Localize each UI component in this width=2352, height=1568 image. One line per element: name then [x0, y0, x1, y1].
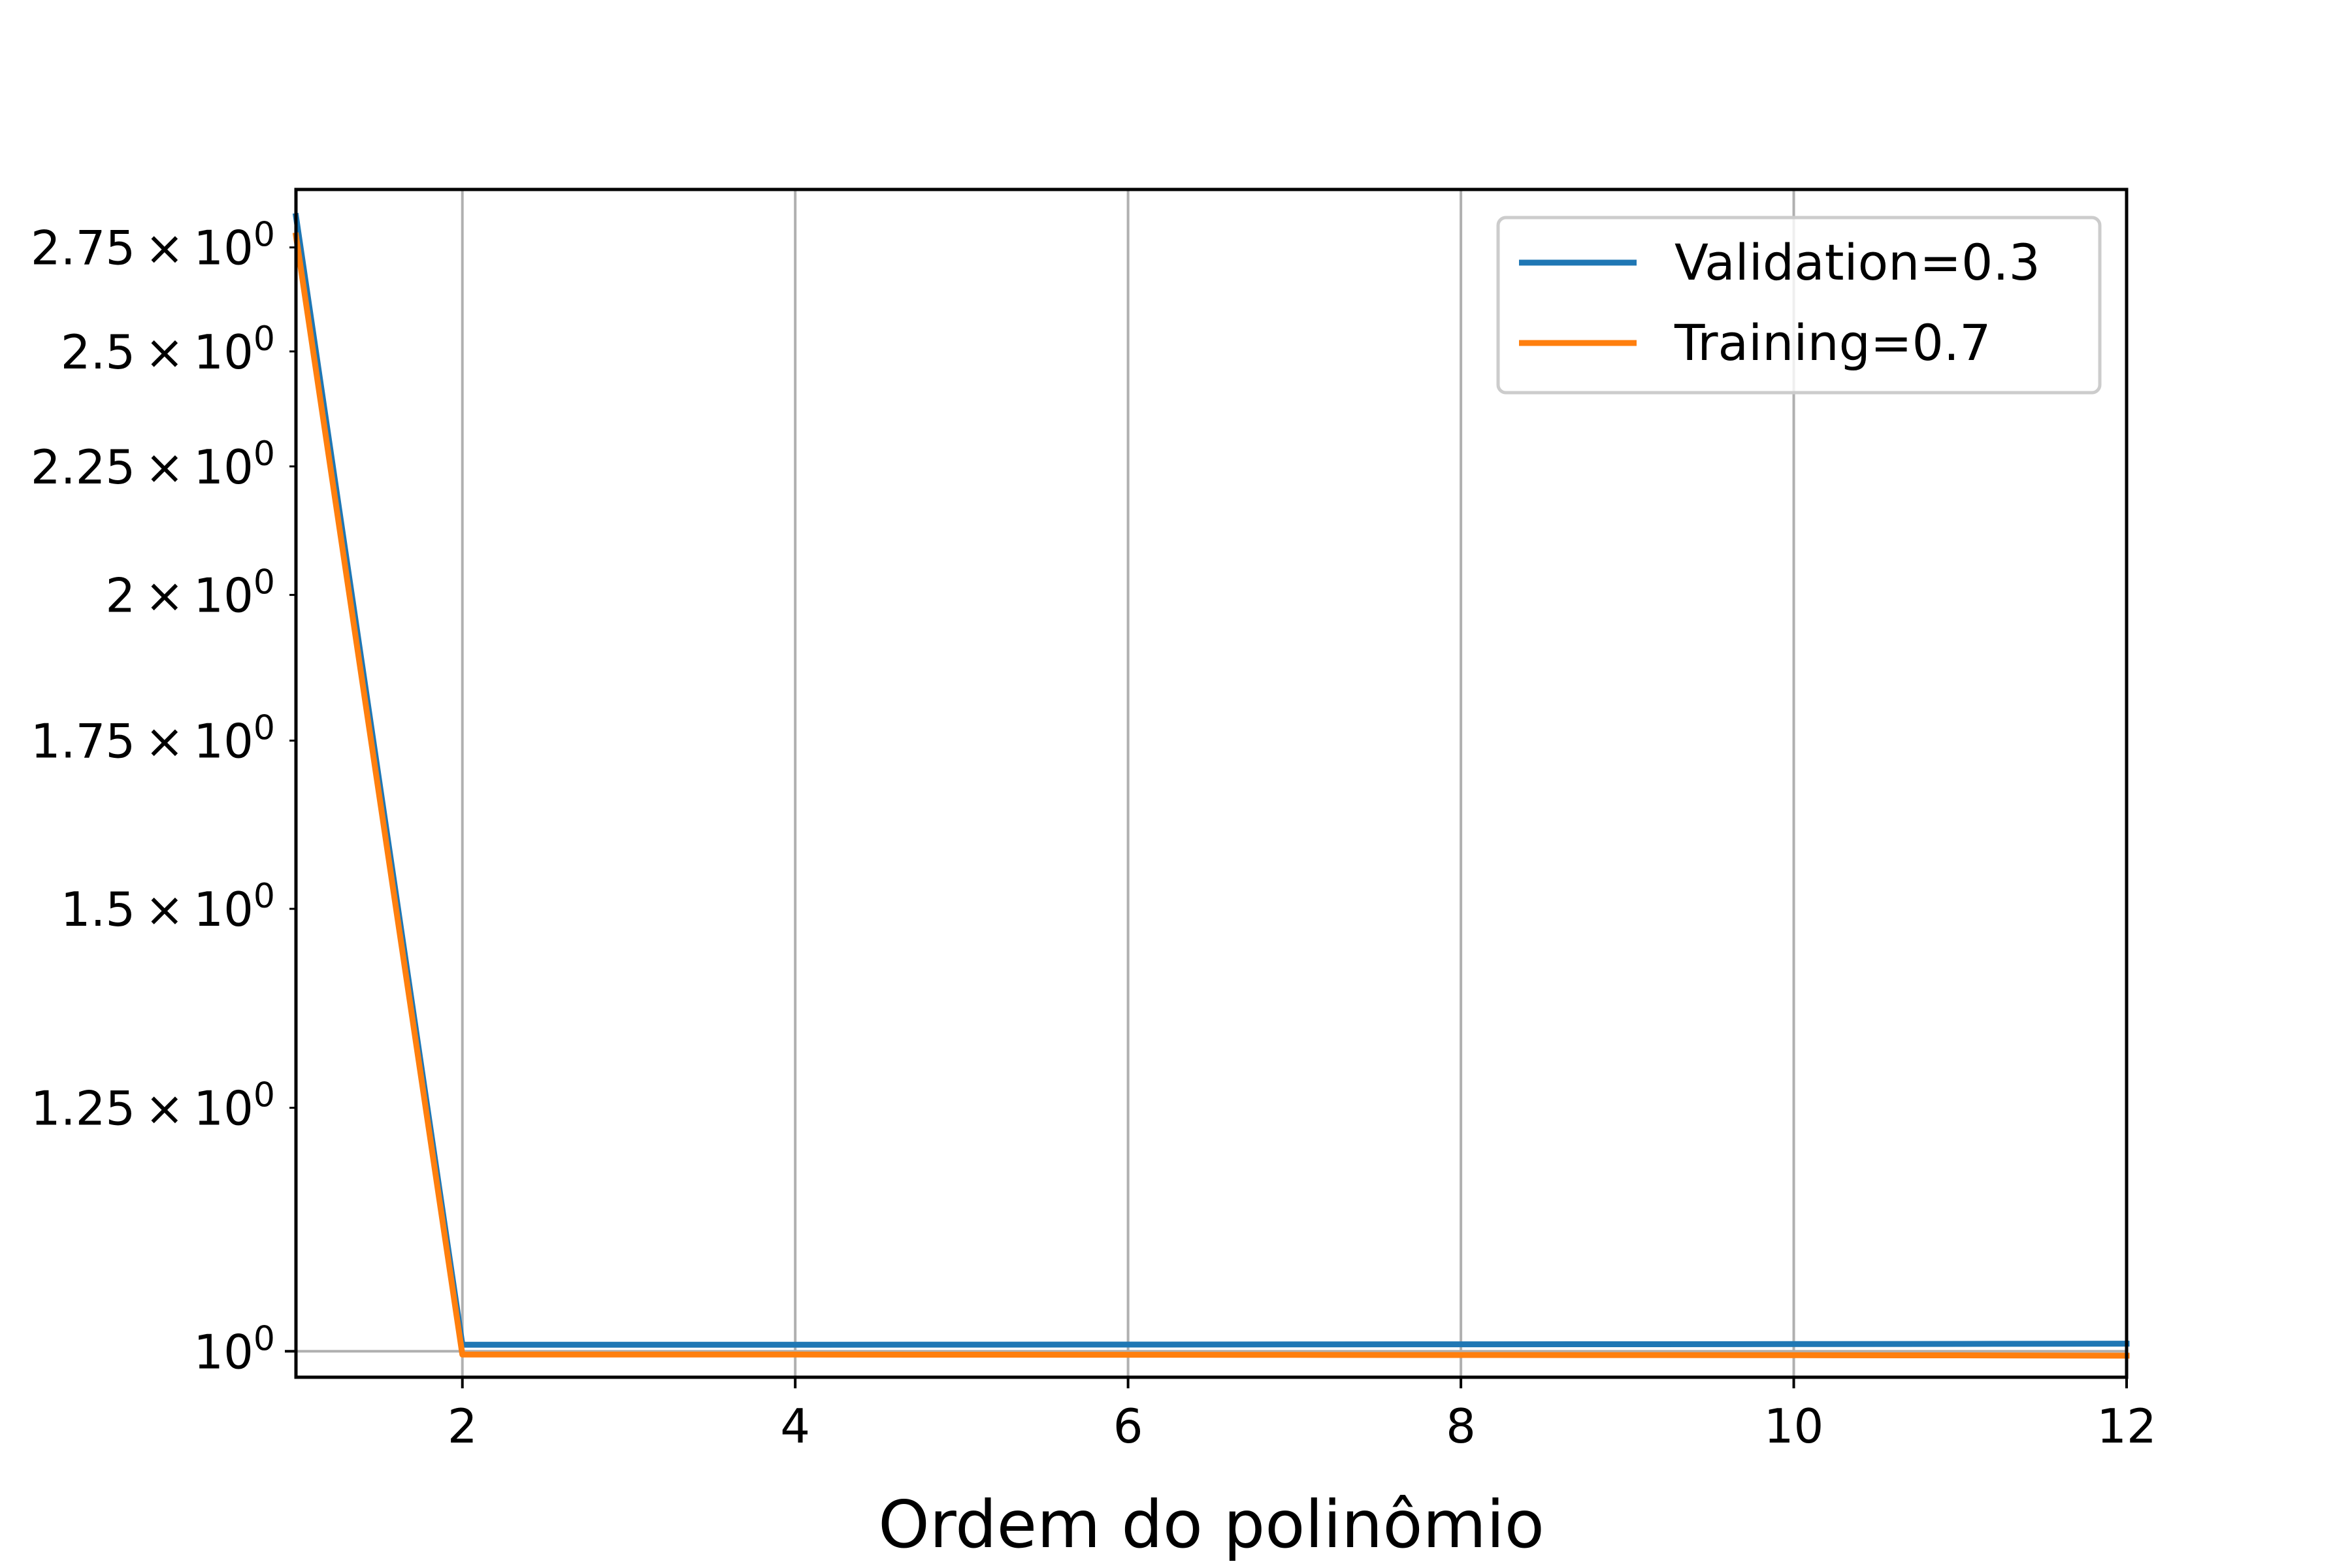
- x-axis: 2 4 6 8 10 12: [448, 1377, 2157, 1454]
- y-tick-label: 1.25 × 100: [31, 1076, 275, 1136]
- x-tick-label: 10: [1764, 1399, 1824, 1454]
- legend: Validation=0.3 Training=0.7: [1496, 216, 2102, 395]
- plot-frame: [294, 188, 2129, 1379]
- x-tick-label: 12: [2097, 1399, 2157, 1454]
- series-line-validation: [292, 212, 2130, 1348]
- x-tick-label: 2: [448, 1399, 478, 1454]
- y-axis: 100 1.25 × 100 1.5 × 100 1.75 × 100 2 × 100 2…: [31, 216, 296, 1379]
- x-tick-label: 4: [780, 1399, 810, 1454]
- series-line-training: [292, 232, 2130, 1359]
- y-tick-label: 2.75 × 100: [31, 216, 275, 276]
- series-lines: [292, 212, 2130, 1359]
- x-axis-label: Ordem do polinômio: [878, 1486, 1544, 1563]
- legend-label-validation: Validation=0.3: [1674, 233, 2040, 291]
- y-tick-label: 2.5 × 100: [61, 319, 275, 380]
- legend-label-training: Training=0.7: [1674, 314, 1991, 372]
- x-tick-label: 8: [1446, 1399, 1476, 1454]
- x-tick-label: 6: [1113, 1399, 1143, 1454]
- y-tick-label: 1.75 × 100: [31, 709, 275, 769]
- y-tick-label: 2.25 × 100: [31, 434, 275, 495]
- y-tick-label: 2 × 100: [105, 563, 275, 623]
- y-tick-label: 100: [193, 1319, 275, 1379]
- y-tick-label: 1.5 × 100: [61, 877, 275, 937]
- legend-box: [1496, 216, 2102, 395]
